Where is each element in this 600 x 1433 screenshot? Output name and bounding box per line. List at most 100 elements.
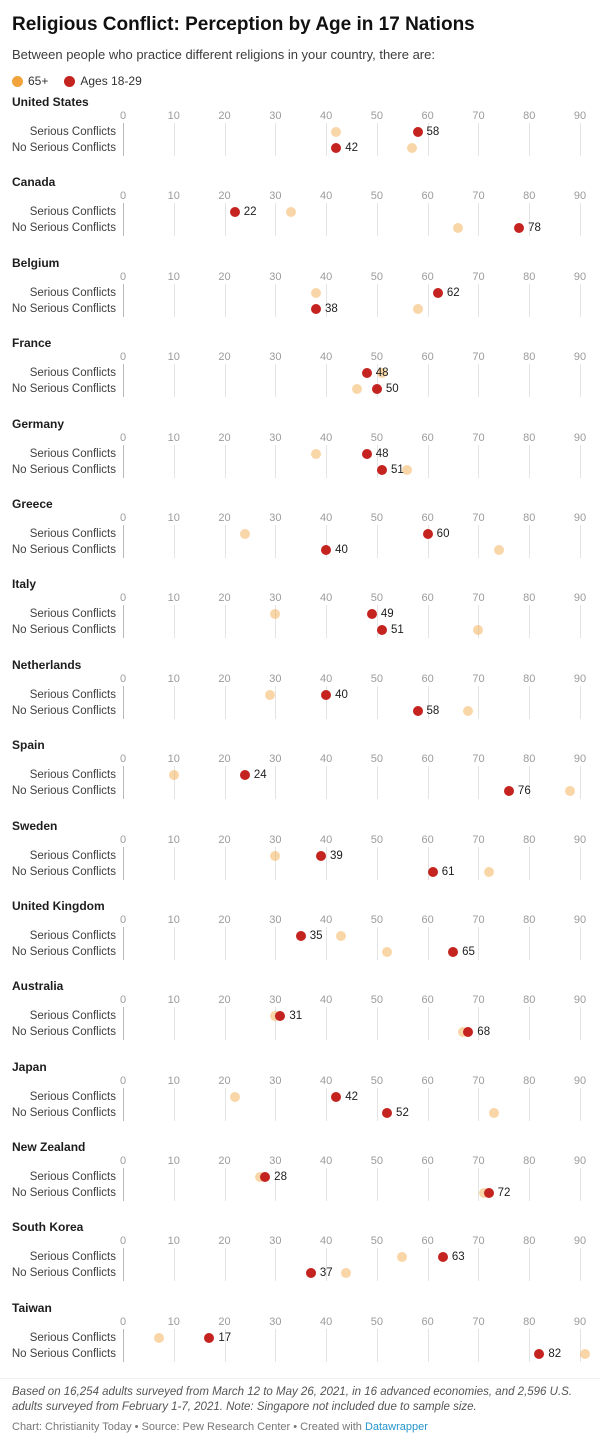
axis-tick-label: 60 <box>421 1235 434 1248</box>
axis-tick-label: 30 <box>269 1155 282 1168</box>
gridline <box>529 846 531 880</box>
gridline <box>478 926 480 960</box>
country-name: Spain <box>12 738 45 753</box>
row-label: Serious Conflicts <box>29 527 116 540</box>
row-label: Serious Conflicts <box>29 769 116 782</box>
country-block: Spain 0 10 20 30 40 50 60 70 80 90 Serious Conflict… <box>0 738 600 818</box>
row-label: No Serious Conflicts <box>11 865 116 878</box>
axis-tick-label: 40 <box>319 1315 333 1328</box>
dot-18-29 <box>427 866 438 877</box>
axis-tick-label: 90 <box>573 592 587 605</box>
value-label: 58 <box>426 704 440 717</box>
gridline <box>224 123 226 156</box>
axis-tick-label: 20 <box>218 753 231 766</box>
axis-tick-label: 60 <box>421 1315 434 1328</box>
axis-tick-label: 30 <box>269 431 282 444</box>
gridline <box>326 524 328 558</box>
axis-tick-label: 30 <box>269 913 282 926</box>
gridline <box>123 524 124 558</box>
axis-tick-label: 20 <box>218 110 231 122</box>
axis-tick-label: 20 <box>218 592 231 605</box>
gridline <box>580 846 582 880</box>
dot-18-29 <box>361 368 372 379</box>
axis-tick-label: 80 <box>523 913 536 926</box>
gridline <box>376 846 378 880</box>
axis-tick-label: 70 <box>472 913 485 926</box>
axis-tick-label: 10 <box>167 1074 180 1087</box>
gridline <box>173 444 175 478</box>
gridline <box>478 605 480 639</box>
axis-tick-label: 70 <box>472 1155 485 1168</box>
axis-tick-label: 70 <box>472 190 485 203</box>
axis-tick-label: 70 <box>472 270 485 283</box>
gridline <box>275 685 277 719</box>
axis-tick-label: 20 <box>218 190 231 203</box>
axis-tick-label: 50 <box>370 1315 384 1328</box>
gridline <box>529 444 531 478</box>
gridline <box>427 766 429 800</box>
gridline <box>427 1248 429 1282</box>
axis-tick-label: 90 <box>573 1315 587 1328</box>
axis-tick-label: 30 <box>269 1074 282 1087</box>
axis-tick-label: 40 <box>319 431 333 444</box>
axis-tick-label: 10 <box>167 1155 180 1168</box>
gridline <box>478 846 480 880</box>
gridline <box>376 685 378 719</box>
axis-tick-label: 0 <box>119 110 127 122</box>
axis-tick-label: 0 <box>119 753 127 766</box>
axis-tick-label: 80 <box>523 1074 536 1087</box>
gridline <box>529 203 531 237</box>
value-label: 60 <box>436 527 450 540</box>
gridline <box>224 283 226 317</box>
axis-tick-label: 30 <box>269 994 282 1007</box>
gridline <box>580 1248 582 1282</box>
row-label: No Serious Conflicts <box>11 945 116 958</box>
gridline <box>478 766 480 800</box>
dot-65plus <box>239 528 250 539</box>
gridline <box>478 1087 480 1121</box>
country-name: Germany <box>12 416 65 431</box>
gridline <box>326 926 328 960</box>
axis-tick-label: 0 <box>119 431 127 444</box>
gridline <box>326 203 328 237</box>
axis-tick-label: 20 <box>218 270 231 283</box>
gridline <box>427 1328 429 1362</box>
dot-18-29 <box>366 609 377 620</box>
legend-item-65plus: 65+ <box>12 74 48 88</box>
axis-tick-label: 80 <box>523 511 536 524</box>
country-block: Germany 0 10 20 30 40 50 60 70 80 90 Serious Confli… <box>0 417 600 497</box>
gridline <box>427 685 429 719</box>
value-label: 50 <box>385 383 399 396</box>
gridline <box>326 766 328 800</box>
axis-tick-label: 10 <box>167 110 180 122</box>
gridline <box>123 605 124 639</box>
dot-65plus <box>453 223 464 234</box>
gridline <box>529 283 531 317</box>
datawrapper-link[interactable]: Datawrapper <box>364 1421 428 1433</box>
gridline <box>224 444 226 478</box>
dot-65plus <box>168 770 179 781</box>
dot-18-29 <box>331 1091 342 1102</box>
gridline <box>478 1168 480 1202</box>
dot-18-29 <box>371 384 382 395</box>
gridline <box>376 283 378 317</box>
dot-18-29 <box>305 1268 316 1279</box>
axis-tick-label: 50 <box>370 351 384 364</box>
gridline <box>123 364 124 398</box>
gridline <box>529 524 531 558</box>
dot-65plus <box>310 287 321 298</box>
row-label: Serious Conflicts <box>29 1331 116 1344</box>
value-label: 35 <box>309 929 323 942</box>
axis-tick-label: 90 <box>573 833 587 846</box>
axis-tick-label: 0 <box>119 511 127 524</box>
gridline <box>275 123 277 156</box>
country-name: Canada <box>12 175 56 190</box>
country-block: Taiwan 0 10 20 30 40 50 60 70 80 90 Serious Conflic… <box>0 1301 600 1381</box>
gridline <box>123 1248 124 1282</box>
gridline <box>224 1007 226 1041</box>
dot-65plus <box>478 1188 489 1199</box>
dot-18-29 <box>376 464 387 475</box>
gridline <box>224 203 226 237</box>
axis-tick-label: 0 <box>119 672 127 685</box>
gridline <box>580 1007 582 1041</box>
